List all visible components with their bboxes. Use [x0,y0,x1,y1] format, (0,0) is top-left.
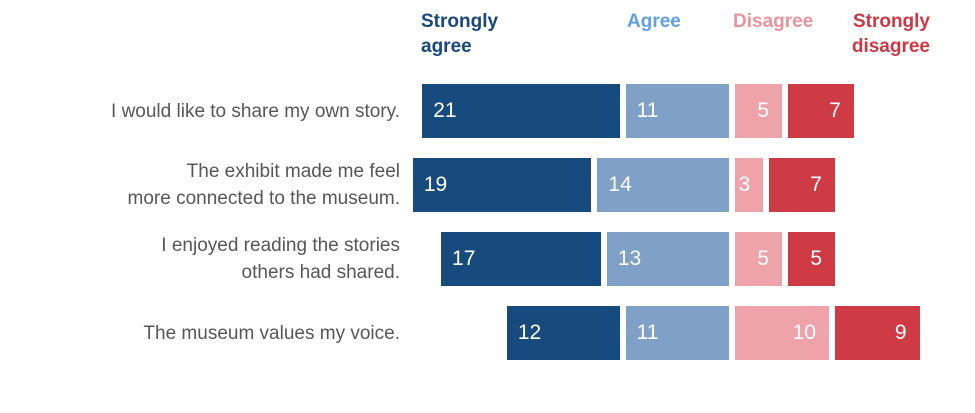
bar-value-label: 19 [423,173,448,196]
bar-value-label: 10 [792,321,816,344]
bar-value-label: 21 [433,99,457,122]
bar-segment-strongly-disagree: 5 [788,232,835,286]
legend-label-line: Agree [627,11,681,32]
category-label-line: I would like to share my own story. [111,100,400,122]
category-label-line: I enjoyed reading the stories [161,235,400,256]
bar-segment-agree: 11 [625,84,729,138]
bar-value-label: 5 [757,99,769,122]
category-label: I enjoyed reading the stories others had … [0,232,400,286]
bar-value-label: 17 [452,247,476,270]
bar-value-label: 11 [636,99,659,122]
legend-label-line: Strongly [852,11,930,32]
bar-segment-agree: 11 [625,306,729,360]
bar-value-label: 9 [894,321,907,344]
bar-segment-disagree: 5 [735,84,782,138]
bar-value-label: 13 [617,247,642,270]
chart-row: I would like to share my own story. 21 11 5… [0,84,975,138]
category-label-line: The exhibit made me feel [186,161,400,182]
bar-segment-disagree: 10 [735,306,829,360]
category-label: I would like to share my own story. [0,84,400,138]
bar-value-label: 7 [829,99,841,122]
bar-segment-strongly-agree: 21 [422,84,620,138]
agree-side-group: 21 11 [422,84,729,138]
bar-segment-strongly-disagree: 7 [769,158,835,212]
category-label-line: more connected to the museum. [127,188,400,209]
bar-segment-strongly-agree: 19 [412,158,592,212]
chart-row: I enjoyed reading the stories others had … [0,232,975,286]
bar-segment-strongly-disagree: 7 [788,84,854,138]
legend-label-line: agree [421,36,472,57]
bar-value-label: 11 [636,321,659,344]
agree-side-group: 12 11 [506,306,729,360]
agree-side-group: 17 13 [441,232,729,286]
bar-value-label: 3 [738,173,751,196]
chart-row: The exhibit made me feel more connected t… [0,158,975,212]
bar-value-label: 5 [757,247,769,270]
disagree-side-group: 10 9 [735,306,920,360]
category-label-line: The museum values my voice. [143,322,400,344]
bar-segment-strongly-disagree: 9 [835,306,920,360]
legend-label-line: disagree [851,36,930,57]
bar-value-label: 14 [608,173,632,196]
chart-row: The museum values my voice. 12 11 10 9 [0,306,975,360]
bar-segment-strongly-agree: 17 [441,232,601,286]
legend-strongly-agree: Strongly agree [421,9,498,59]
bar-value-label: 5 [810,247,822,270]
bar-value-label: 7 [810,173,822,196]
bar-segment-strongly-agree: 12 [506,306,620,360]
legend-agree: Agree [627,9,681,34]
legend-disagree: Disagree [733,9,813,34]
legend-strongly-disagree: Strongly disagree [852,9,930,59]
category-label: The museum values my voice. [0,306,400,360]
agree-side-group: 19 14 [412,158,729,212]
legend-label-line: Strongly [421,11,499,32]
bar-value-label: 12 [517,321,542,344]
category-label: The exhibit made me feel more connected t… [0,158,400,212]
bar-segment-disagree: 3 [735,158,764,212]
bar-segment-agree: 14 [597,158,729,212]
category-label-line: others had shared. [241,262,400,283]
bar-segment-agree: 13 [606,232,729,286]
bar-segment-disagree: 5 [735,232,782,286]
legend-label-line: Disagree [733,11,814,32]
